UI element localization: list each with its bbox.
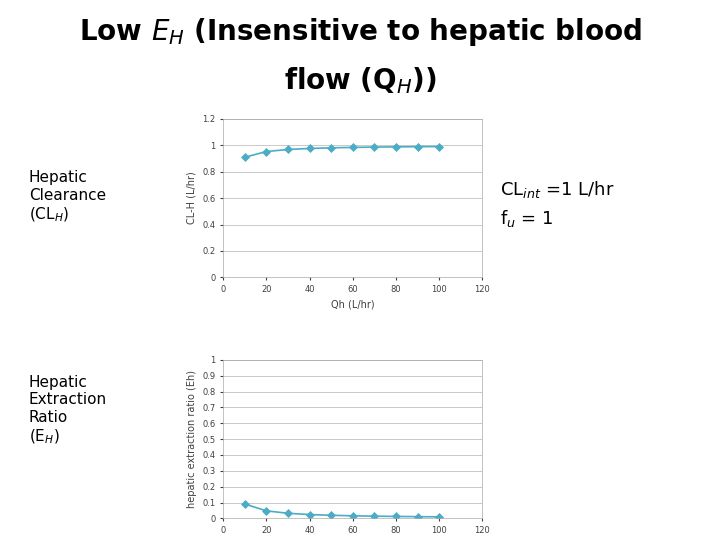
Text: CL$_{int}$ =1 L/hr: CL$_{int}$ =1 L/hr (500, 179, 615, 199)
X-axis label: Qh (L/hr): Qh (L/hr) (331, 300, 374, 309)
Text: Low $\it{E_H}$ (Insensitive to hepatic blood: Low $\it{E_H}$ (Insensitive to hepatic b… (78, 16, 642, 48)
Y-axis label: CL-H (L/hr): CL-H (L/hr) (186, 172, 197, 225)
Text: Hepatic
Extraction
Ratio
(E$_H$): Hepatic Extraction Ratio (E$_H$) (29, 375, 107, 446)
Text: Hepatic
Clearance
(CL$_H$): Hepatic Clearance (CL$_H$) (29, 170, 106, 224)
Text: f$_u$ = 1: f$_u$ = 1 (500, 208, 554, 229)
Y-axis label: hepatic extraction ratio (Eh): hepatic extraction ratio (Eh) (186, 370, 197, 508)
Text: flow (Q$_H$)): flow (Q$_H$)) (284, 65, 436, 96)
